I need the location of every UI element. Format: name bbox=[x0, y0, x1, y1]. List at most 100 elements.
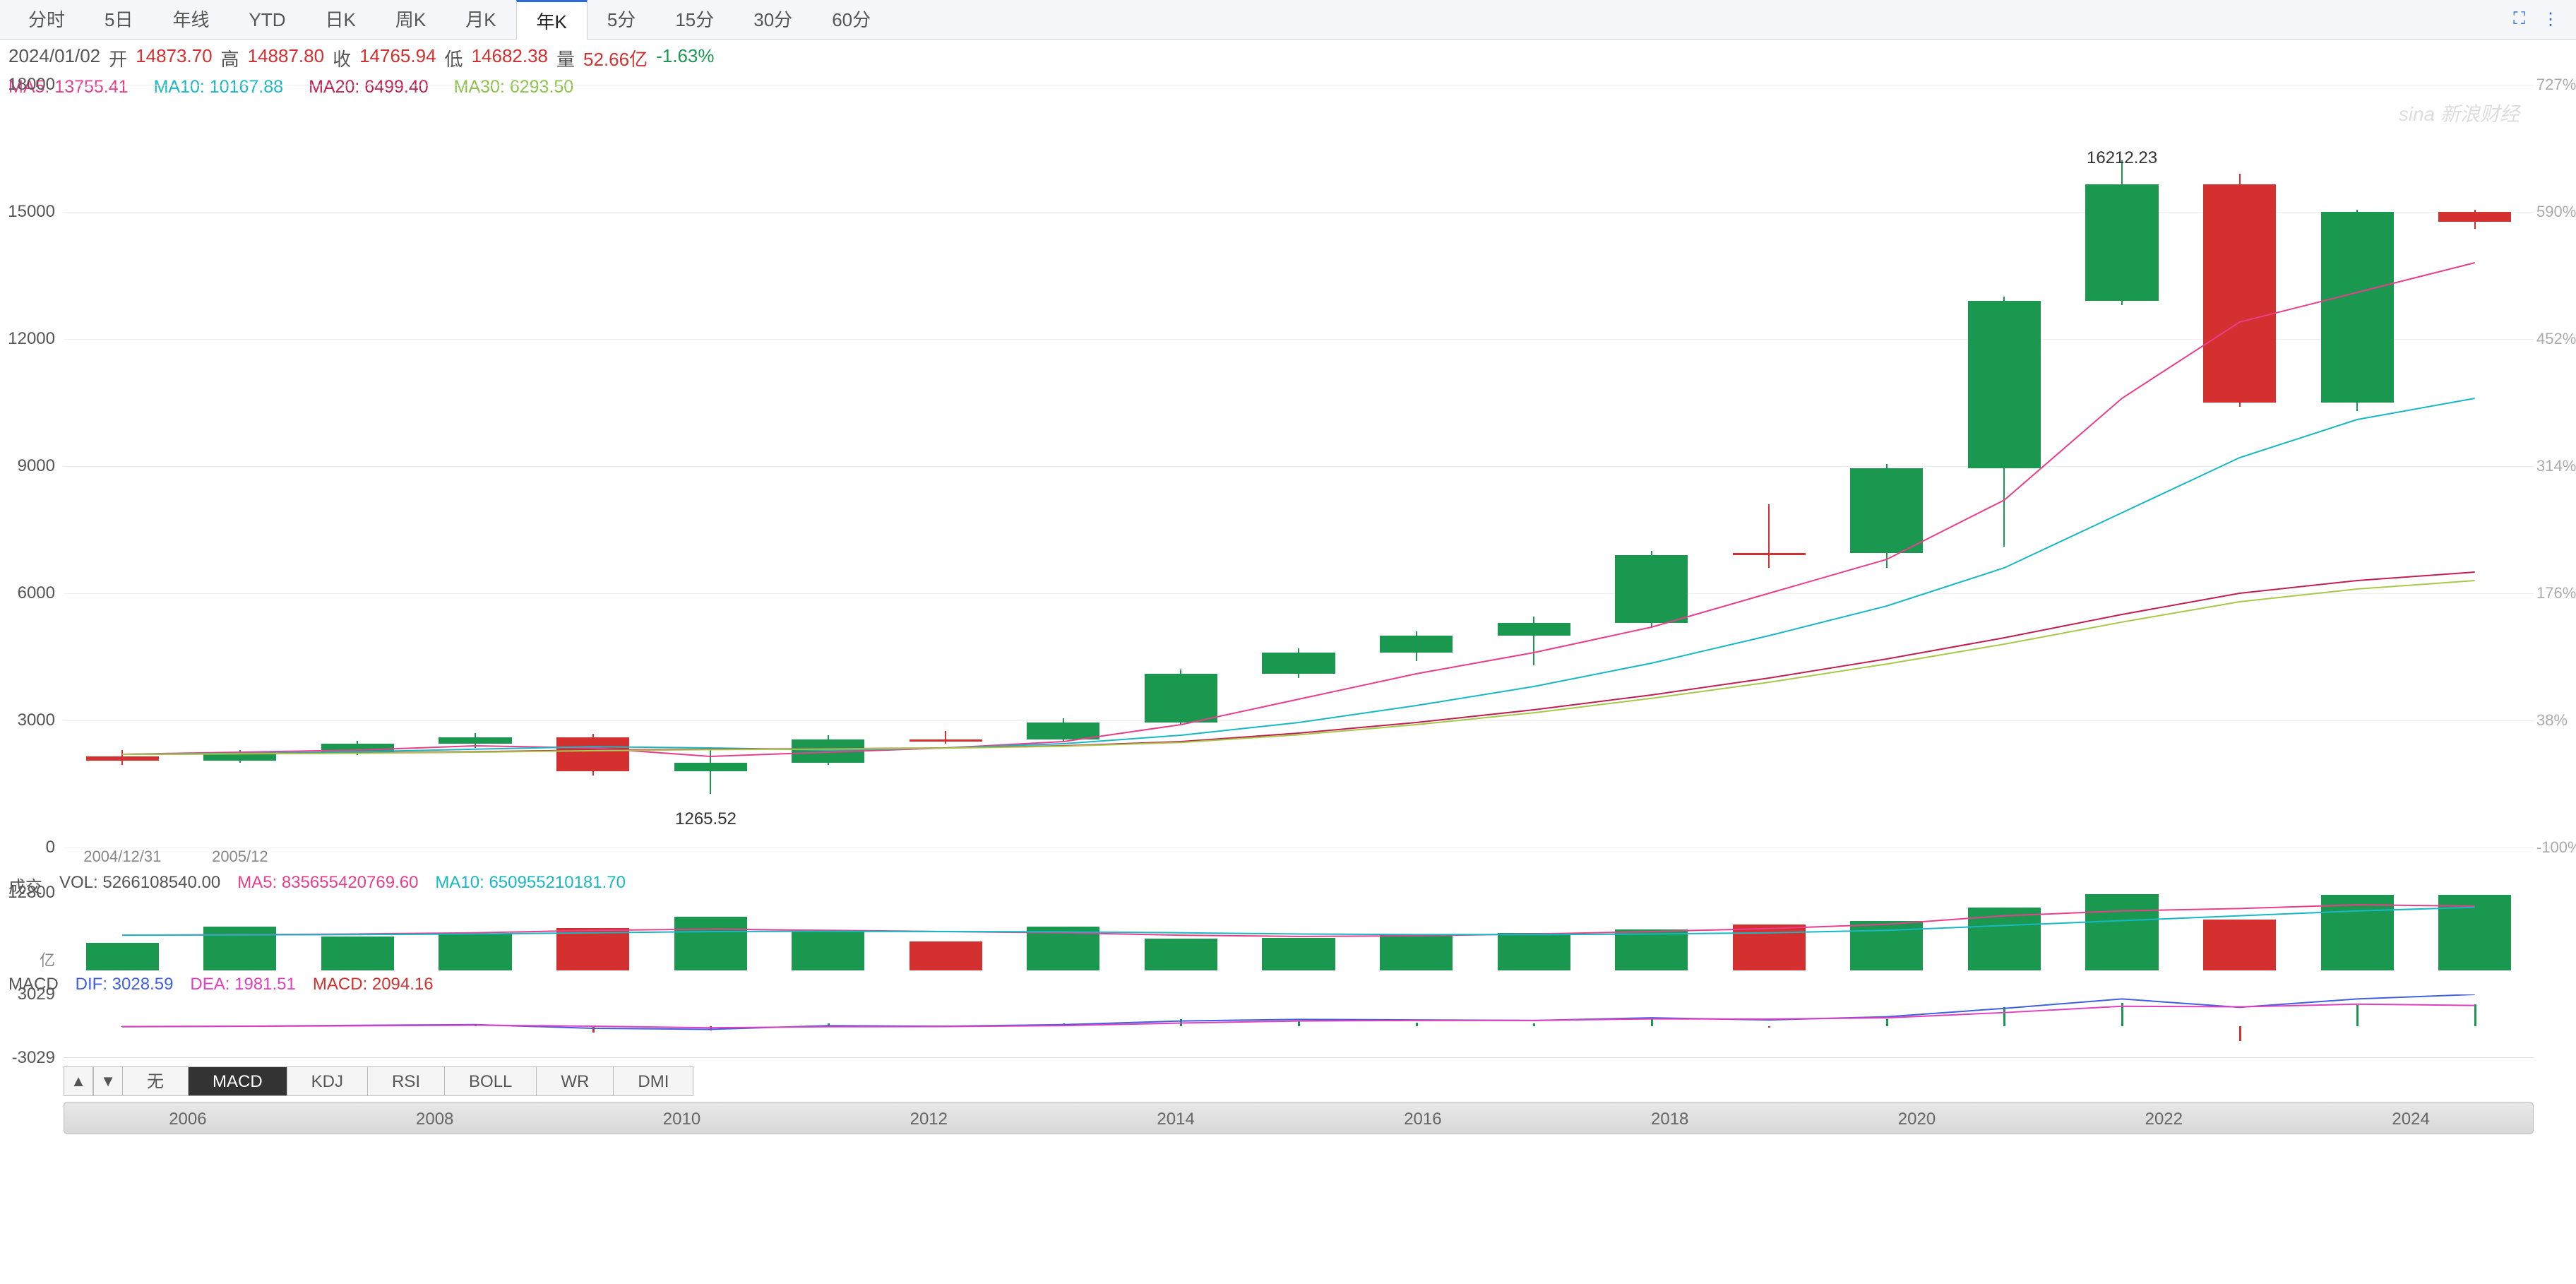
macd-chart[interactable] bbox=[64, 994, 2534, 1058]
tab-月K[interactable]: 月K bbox=[446, 0, 515, 40]
tab-5分[interactable]: 5分 bbox=[588, 0, 655, 40]
y-tick: 15000 bbox=[8, 202, 55, 222]
volume-bar[interactable] bbox=[674, 917, 747, 970]
volume-bar[interactable] bbox=[1850, 921, 1923, 970]
macd-legend: MACD DIF: 3028.59 DEA: 1981.51 MACD: 209… bbox=[8, 975, 434, 994]
candle[interactable] bbox=[556, 737, 629, 771]
r-tick: 727% bbox=[2536, 76, 2576, 94]
y-tick: 0 bbox=[46, 838, 55, 857]
volume-chart[interactable] bbox=[64, 893, 2534, 970]
volume-bar[interactable] bbox=[1615, 929, 1688, 970]
candle[interactable] bbox=[2085, 184, 2158, 301]
indicator-tab-BOLL[interactable]: BOLL bbox=[444, 1066, 537, 1096]
vol-unit: 亿 bbox=[40, 948, 55, 970]
candle[interactable] bbox=[86, 756, 159, 761]
ind-arrow[interactable]: ▲ bbox=[64, 1066, 93, 1096]
candle[interactable] bbox=[2321, 212, 2394, 403]
candle[interactable] bbox=[2203, 184, 2276, 403]
pct: -1.63% bbox=[656, 45, 714, 71]
volume-bar[interactable] bbox=[439, 934, 511, 970]
candle[interactable] bbox=[674, 763, 747, 771]
volume-bar[interactable] bbox=[2321, 895, 2394, 970]
macd-bar bbox=[1651, 1018, 1653, 1026]
x-ticks-main: 2004/12/312005/12 bbox=[64, 848, 2534, 867]
volume-bar[interactable] bbox=[203, 927, 276, 970]
high-label: 高 bbox=[221, 45, 239, 71]
indicator-tab-KDJ[interactable]: KDJ bbox=[287, 1066, 368, 1096]
open-label: 开 bbox=[109, 45, 127, 71]
candle[interactable] bbox=[1027, 723, 1099, 739]
volume-bar[interactable] bbox=[2085, 894, 2158, 970]
ind-arrow[interactable]: ▼ bbox=[93, 1066, 123, 1096]
volume-bar[interactable] bbox=[2203, 920, 2276, 970]
open-val: 14873.70 bbox=[136, 45, 212, 71]
candle[interactable] bbox=[321, 744, 394, 752]
indicator-tab-WR[interactable]: WR bbox=[536, 1066, 614, 1096]
candle[interactable] bbox=[1850, 468, 1923, 553]
indicator-tab-MACD[interactable]: MACD bbox=[188, 1066, 287, 1096]
tab-60分[interactable]: 60分 bbox=[812, 0, 890, 40]
candle[interactable] bbox=[203, 752, 276, 761]
candle[interactable] bbox=[792, 739, 864, 763]
tab-周K[interactable]: 周K bbox=[376, 0, 446, 40]
volume-bar[interactable] bbox=[792, 931, 864, 970]
candle[interactable] bbox=[1615, 555, 1688, 623]
ohlc-info: 2024/01/02 开 14873.70 高 14887.80 收 14765… bbox=[0, 40, 2576, 77]
tab-15分[interactable]: 15分 bbox=[655, 0, 734, 40]
tab-YTD[interactable]: YTD bbox=[229, 0, 306, 40]
slider-year: 2008 bbox=[416, 1110, 453, 1129]
volume-bar[interactable] bbox=[556, 928, 629, 970]
macd-bar bbox=[1416, 1023, 1418, 1026]
menu-icon[interactable]: ⋮ bbox=[2542, 9, 2559, 30]
macd-bar bbox=[710, 1026, 712, 1030]
volume-bar[interactable] bbox=[1498, 933, 1570, 970]
tab-年线[interactable]: 年线 bbox=[153, 0, 229, 40]
macd-ytick: -3029 bbox=[12, 1048, 55, 1068]
timeframe-tabs: 分时5日年线YTD日K周K月K年K5分15分30分60分 ⛶ ⋮ bbox=[0, 0, 2576, 40]
tab-分时[interactable]: 分时 bbox=[8, 0, 85, 40]
candle[interactable] bbox=[2438, 212, 2511, 222]
volume-bar[interactable] bbox=[910, 941, 982, 970]
tab-5日[interactable]: 5日 bbox=[85, 0, 153, 40]
candlestick-chart[interactable]: 16212.231265.52 bbox=[64, 85, 2534, 848]
macd-bar bbox=[2239, 1026, 2241, 1041]
volume-bar[interactable] bbox=[321, 937, 394, 970]
macd-bar bbox=[1533, 1023, 1535, 1026]
candle[interactable] bbox=[1145, 674, 1217, 723]
candle[interactable] bbox=[1262, 653, 1335, 674]
candle[interactable] bbox=[1380, 636, 1453, 653]
date: 2024/01/02 bbox=[8, 45, 100, 71]
candle[interactable] bbox=[910, 739, 982, 742]
volume-bar[interactable] bbox=[1145, 939, 1217, 970]
indicator-tab-DMI[interactable]: DMI bbox=[613, 1066, 693, 1096]
volume-bar[interactable] bbox=[1733, 925, 1806, 970]
slider-year: 2018 bbox=[1651, 1110, 1688, 1129]
candle[interactable] bbox=[1968, 301, 2041, 468]
macd-bar bbox=[357, 1025, 359, 1026]
volume-bar[interactable] bbox=[1262, 938, 1335, 970]
indicator-tab-RSI[interactable]: RSI bbox=[367, 1066, 445, 1096]
candle[interactable] bbox=[1498, 623, 1570, 636]
volume-bar[interactable] bbox=[86, 943, 159, 970]
macd-bar bbox=[2474, 1004, 2476, 1026]
volume-bar[interactable] bbox=[1027, 927, 1099, 970]
x-tick: 2005/12 bbox=[212, 848, 268, 866]
macd-bar bbox=[1768, 1026, 1770, 1028]
time-slider[interactable]: 2006200820102012201420162018202020222024 bbox=[64, 1102, 2534, 1134]
candle[interactable] bbox=[439, 737, 511, 744]
volume-bar[interactable] bbox=[1968, 908, 2041, 970]
macdv: MACD: 2094.16 bbox=[313, 975, 434, 994]
volume-bar[interactable] bbox=[2438, 895, 2511, 970]
tab-年K[interactable]: 年K bbox=[516, 0, 588, 40]
fullscreen-icon[interactable]: ⛶ bbox=[2513, 9, 2525, 30]
tab-日K[interactable]: 日K bbox=[306, 0, 376, 40]
slider-year: 2022 bbox=[2145, 1110, 2183, 1129]
macd-bar bbox=[1886, 1019, 1888, 1026]
tab-30分[interactable]: 30分 bbox=[734, 0, 812, 40]
volume-bar[interactable] bbox=[1380, 935, 1453, 970]
vol-label: 量 bbox=[556, 45, 575, 71]
macd-bar bbox=[2121, 1003, 2123, 1026]
indicator-tab-无[interactable]: 无 bbox=[122, 1066, 189, 1096]
r-tick: 590% bbox=[2536, 203, 2576, 221]
candle[interactable] bbox=[1733, 553, 1806, 555]
